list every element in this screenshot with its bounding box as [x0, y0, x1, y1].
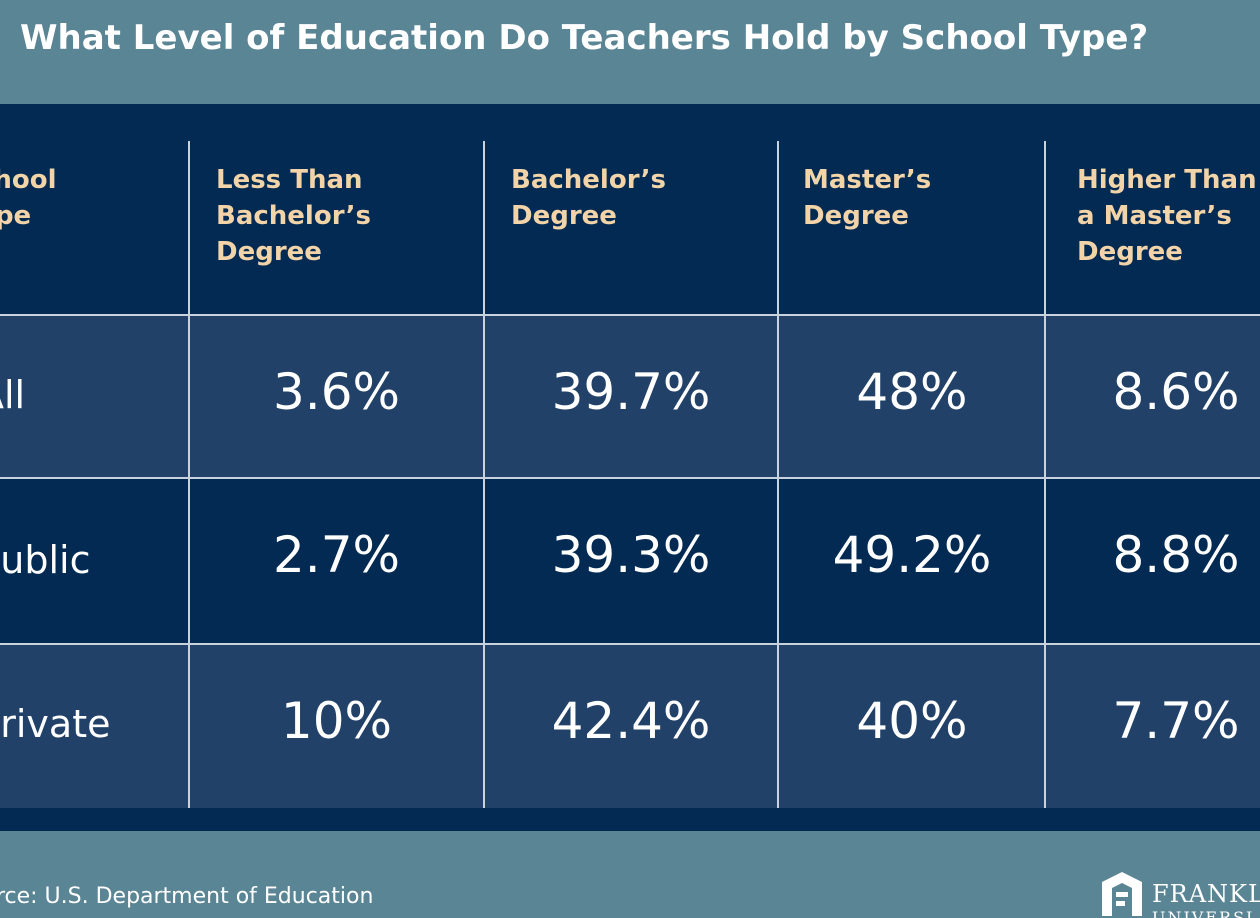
table-cell: 8.6%: [1112, 363, 1240, 421]
row-label: Private: [0, 702, 111, 746]
table-cell: 39.3%: [551, 526, 711, 584]
row-divider: [0, 643, 1260, 645]
table-row: Public 2.7% 39.3% 49.2% 8.8%: [0, 478, 1260, 643]
column-header-higher-than-masters: Higher Than a Master’s Degree: [1077, 165, 1257, 267]
column-divider: [188, 141, 190, 808]
table-cell: 40%: [856, 692, 968, 750]
logo-wordmark: FRANKLI: [1152, 880, 1260, 908]
table-cell: 42.4%: [551, 692, 711, 750]
table-cell: 48%: [856, 363, 968, 421]
row-label: Public: [0, 538, 91, 582]
column-header-masters: Master’s Degree: [803, 165, 932, 231]
franklin-emblem-icon: [1102, 872, 1142, 916]
table-cell: 8.8%: [1112, 526, 1240, 584]
page-title: What Level of Education Do Teachers Hold…: [20, 18, 1149, 58]
row-label: All: [0, 373, 26, 417]
table-cell: 7.7%: [1112, 692, 1240, 750]
source-note: urce: U.S. Department of Education: [0, 884, 374, 909]
logo-subtext: UNIVERSI: [1152, 908, 1255, 918]
column-divider: [777, 141, 779, 808]
column-divider: [483, 141, 485, 808]
table-row: Private 10% 42.4% 40% 7.7%: [0, 644, 1260, 808]
table-cell: 2.7%: [272, 526, 401, 584]
table-cell: 10%: [280, 692, 393, 750]
table-cell: 49.2%: [832, 526, 992, 584]
franklin-logo: FRANKLI UNIVERSI: [1096, 868, 1260, 918]
table-row: All 3.6% 39.7% 48% 8.6%: [0, 315, 1260, 477]
column-header-bachelors: Bachelor’s Degree: [511, 165, 666, 231]
table-cell: 3.6%: [272, 363, 401, 421]
row-divider: [0, 314, 1260, 316]
table-cell: 39.7%: [551, 363, 711, 421]
column-header-less-than-bachelors: Less Than Bachelor’s Degree: [216, 165, 371, 267]
column-header-school-type: choolype: [0, 165, 57, 231]
row-divider: [0, 477, 1260, 479]
column-divider: [1044, 141, 1046, 808]
